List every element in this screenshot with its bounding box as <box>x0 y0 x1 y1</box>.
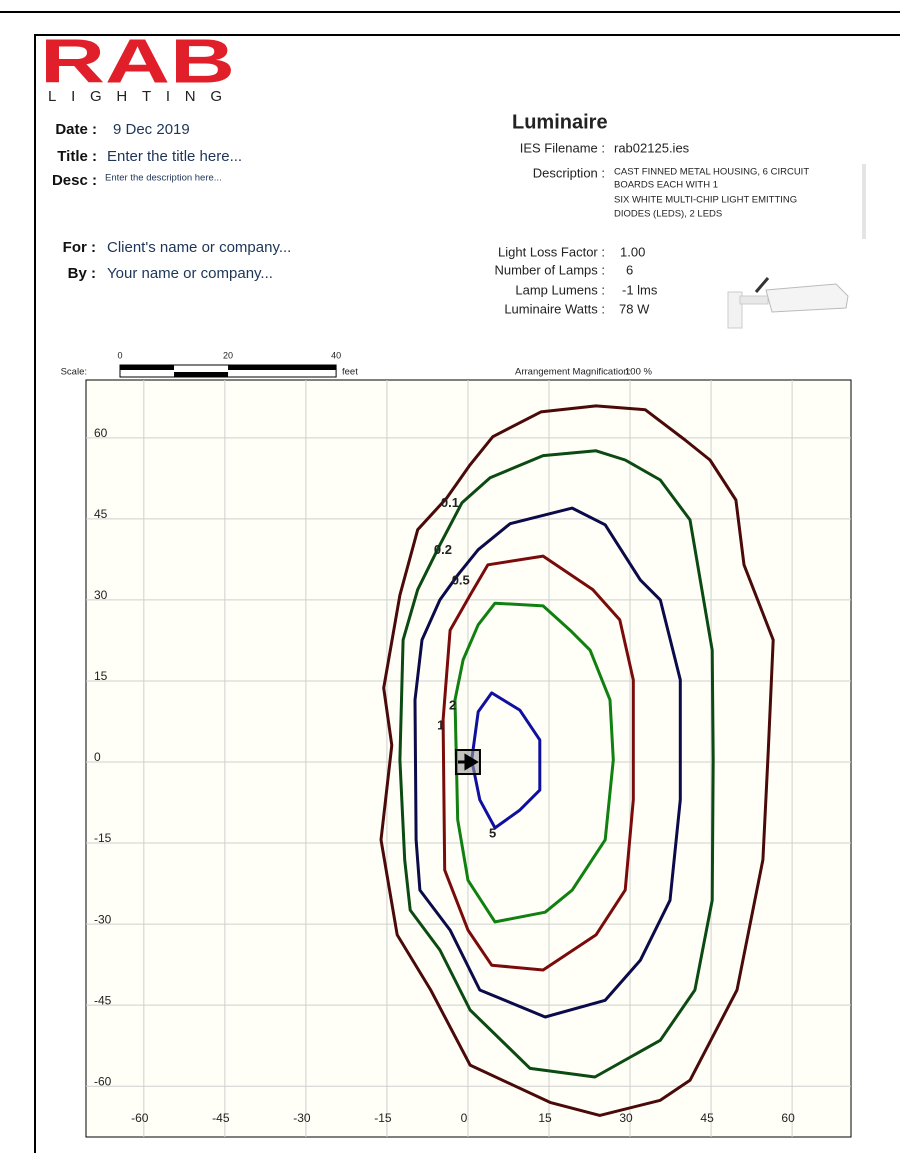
desc: Enter the description here... <box>105 173 222 184</box>
lumens-label: Lamp Lumens : <box>515 282 605 297</box>
x-tick-label: -45 <box>212 1111 230 1125</box>
luminaire-arrow <box>457 753 479 771</box>
contour-label: 0.5 <box>452 572 470 587</box>
desc-label: Desc : <box>52 172 97 189</box>
contour-label: 0.1 <box>441 495 459 510</box>
contour-line <box>470 691 542 830</box>
watts-label: Luminaire Watts : <box>504 301 605 316</box>
y-tick-label: -45 <box>94 993 112 1007</box>
y-tick-label: 30 <box>94 588 108 602</box>
description-line: CAST FINNED METAL HOUSING, 6 CIRCUIT <box>614 167 809 178</box>
watts: 78 W <box>619 301 650 316</box>
y-tick-label: 45 <box>94 507 108 521</box>
title-label: Title : <box>57 148 97 165</box>
llf-label: Light Loss Factor : <box>498 244 605 259</box>
luminaire-heading: Luminaire <box>512 111 608 133</box>
ies: rab02125.ies <box>614 140 690 155</box>
contour-line <box>453 601 615 924</box>
by-label: By : <box>68 265 96 282</box>
page-frame <box>34 34 900 1153</box>
scale-tick-label: 20 <box>223 350 233 360</box>
contour-line <box>398 449 715 1079</box>
description-label: Description : <box>533 165 605 180</box>
fixture-image <box>727 277 849 329</box>
y-tick-label: -60 <box>94 1074 112 1088</box>
y-tick-label: 60 <box>94 426 108 440</box>
lumens: -1 lms <box>622 282 658 297</box>
x-tick-label: 45 <box>700 1111 714 1125</box>
scale-label: Scale: <box>61 367 87 378</box>
y-tick-label: -15 <box>94 831 112 845</box>
magnification-value: 100 % <box>625 367 652 378</box>
contour-label: 2 <box>449 697 456 712</box>
for: Client's name or company... <box>107 239 291 256</box>
contour-line <box>379 404 775 1117</box>
contour-line <box>441 554 635 972</box>
ies-label: IES Filename : <box>520 140 605 155</box>
contour-label: 1 <box>437 717 444 732</box>
lamps: 6 <box>626 262 633 277</box>
y-tick-label: 15 <box>94 669 108 683</box>
contour-line <box>413 506 682 1019</box>
x-tick-label: 15 <box>538 1111 552 1125</box>
scale-tick-label: 0 <box>117 350 122 360</box>
llf: 1.00 <box>620 244 645 259</box>
date-label: Date : <box>55 121 97 138</box>
scale-bar-segment <box>228 365 337 370</box>
y-tick-label: 0 <box>94 750 101 764</box>
description-line: DIODES (LEDS), 2 LEDS <box>614 209 722 220</box>
y-tick-label: -30 <box>94 912 112 926</box>
x-tick-label: 30 <box>619 1111 633 1125</box>
contour-label: 0.2 <box>434 542 452 557</box>
x-tick-label: -30 <box>293 1111 311 1125</box>
by: Your name or company... <box>107 265 273 282</box>
description-line: BOARDS EACH WITH 1 <box>614 180 718 191</box>
logo-sub: LIGHTING <box>48 88 234 105</box>
title: Enter the title here... <box>107 148 242 165</box>
lamps-label: Number of Lamps : <box>494 262 605 277</box>
scale-tick-label: 40 <box>331 350 341 360</box>
x-tick-label: -60 <box>131 1111 149 1125</box>
x-tick-label: -15 <box>374 1111 392 1125</box>
for-label: For : <box>63 239 96 256</box>
x-tick-label: 60 <box>781 1111 795 1125</box>
logo: RAB <box>40 27 235 96</box>
x-tick-label: 0 <box>461 1111 468 1125</box>
scale-bar-segment <box>120 365 175 370</box>
scale-bar-segment <box>174 372 229 377</box>
scale-unit: feet <box>342 367 358 378</box>
scrollbar <box>862 164 866 239</box>
date: 9 Dec 2019 <box>113 121 190 138</box>
magnification-label: Arrangement Magnification: <box>515 367 631 378</box>
contour-label: 5 <box>489 825 496 840</box>
description-line: SIX WHITE MULTI-CHIP LIGHT EMITTING <box>614 195 797 206</box>
